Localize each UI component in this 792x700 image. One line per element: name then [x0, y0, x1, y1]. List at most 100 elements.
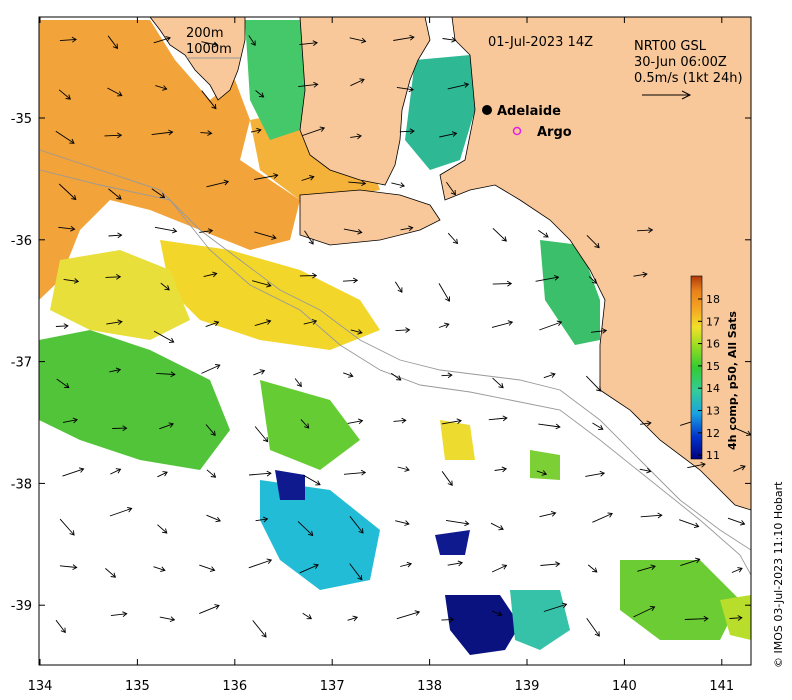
colorbar-title: 4h comp, p50, All Sats: [726, 311, 739, 450]
current-arrow-head: [601, 328, 608, 334]
current-arrow: [58, 226, 75, 230]
current-arrow: [684, 618, 708, 620]
current-arrow: [299, 564, 319, 574]
current-arrow: [350, 78, 365, 87]
x-tick-label: 135: [125, 679, 150, 694]
current-arrow: [250, 129, 262, 133]
current-arrow: [55, 325, 68, 327]
current-arrow-head: [211, 103, 217, 110]
current-arrow: [343, 372, 353, 377]
current-arrow: [110, 468, 121, 475]
current-arrow-head: [406, 561, 413, 568]
current-arrow: [729, 617, 742, 619]
colorbar: 18 17 16 15 14 13 12 11 4h comp, p50, All Sats: [690, 275, 739, 462]
current-arrow-head: [207, 130, 213, 136]
current-arrow: [536, 470, 547, 475]
current-arrow: [586, 617, 600, 637]
current-arrow-head: [78, 467, 85, 473]
current-arrow-head: [498, 525, 504, 531]
current-arrow-head: [463, 82, 470, 88]
current-arrow-head: [115, 367, 122, 374]
current-arrow-head: [451, 131, 458, 137]
current-arrows: [55, 34, 751, 638]
current-arrow-head: [168, 422, 174, 428]
current-arrow: [543, 603, 567, 612]
current-arrow-head: [555, 561, 561, 568]
colorbar-tick-label: 16: [706, 338, 720, 351]
current-arrow: [639, 468, 651, 472]
current-arrow-head: [737, 615, 743, 621]
sst-patch-cyan-sw: [260, 480, 380, 590]
current-arrow: [342, 279, 358, 282]
current-arrow-head: [207, 228, 214, 234]
current-arrow-head: [312, 272, 318, 279]
current-arrow: [254, 174, 278, 180]
current-arrow-head: [404, 520, 410, 526]
current-arrow: [396, 86, 414, 91]
current-arrow-head: [168, 337, 175, 343]
current-arrow: [397, 466, 410, 471]
current-arrow: [159, 423, 174, 430]
current-arrow-head: [162, 471, 168, 477]
current-arrow-head: [122, 425, 128, 432]
current-arrow: [201, 364, 220, 374]
current-arrow-head: [543, 232, 549, 238]
current-arrow-head: [258, 92, 265, 98]
current-arrow: [637, 229, 653, 232]
current-arrow: [492, 377, 504, 389]
current-arrow: [151, 131, 173, 136]
current-arrow-head: [162, 528, 168, 534]
current-arrow: [248, 559, 272, 569]
argo-marker-icon: [512, 126, 522, 136]
place-label-argo: Argo: [537, 125, 572, 140]
current-arrow-head: [501, 466, 508, 473]
sst-patch-green-coorong: [540, 240, 600, 345]
sst-patch-green-central: [260, 380, 360, 470]
current-arrow: [109, 369, 121, 373]
y-tick-label: -39: [11, 599, 32, 614]
current-arrow-head: [213, 320, 220, 327]
current-arrow: [592, 422, 604, 430]
y-tick-label: -35: [11, 112, 32, 127]
current-arrow-head: [265, 319, 272, 325]
current-arrow: [107, 87, 123, 96]
current-arrow: [441, 471, 453, 486]
arrow-scale-icon: [642, 90, 692, 100]
current-arrow-head: [162, 85, 168, 91]
current-arrow: [438, 283, 450, 302]
current-arrow: [108, 188, 122, 200]
current-arrow: [58, 183, 77, 200]
current-arrow-head: [541, 470, 548, 476]
current-arrow: [59, 518, 75, 536]
current-arrow: [395, 520, 410, 525]
current-arrow-head: [73, 278, 80, 284]
current-arrow-head: [501, 564, 508, 570]
sst-patch-navy-south: [445, 595, 520, 655]
current-arrow-head: [213, 41, 219, 48]
current-arrow: [302, 612, 312, 620]
current-arrow: [302, 127, 325, 136]
current-arrow: [590, 330, 607, 333]
current-arrow-head: [71, 36, 77, 43]
place-label-adelaide: Adelaide: [497, 104, 561, 119]
current-arrow: [492, 227, 507, 242]
current-arrow: [438, 323, 449, 328]
current-arrow: [640, 514, 662, 518]
current-arrow: [248, 35, 256, 46]
current-arrow-head: [70, 225, 76, 232]
current-arrow: [393, 36, 414, 41]
colorbar-tick-label: 17: [706, 315, 720, 328]
current-arrow: [206, 514, 221, 522]
current-arrow: [439, 132, 457, 138]
current-arrow: [199, 230, 213, 233]
current-arrow: [58, 89, 71, 100]
current-arrow: [343, 471, 366, 475]
current-arrow: [539, 321, 562, 331]
current-arrow-head: [502, 415, 508, 422]
current-arrow-head: [214, 604, 220, 610]
current-arrow-head: [117, 91, 123, 97]
current-arrow: [585, 472, 605, 477]
current-arrow-head: [72, 564, 78, 571]
current-arrow-head: [262, 516, 269, 523]
land-layer: [149, 17, 751, 511]
